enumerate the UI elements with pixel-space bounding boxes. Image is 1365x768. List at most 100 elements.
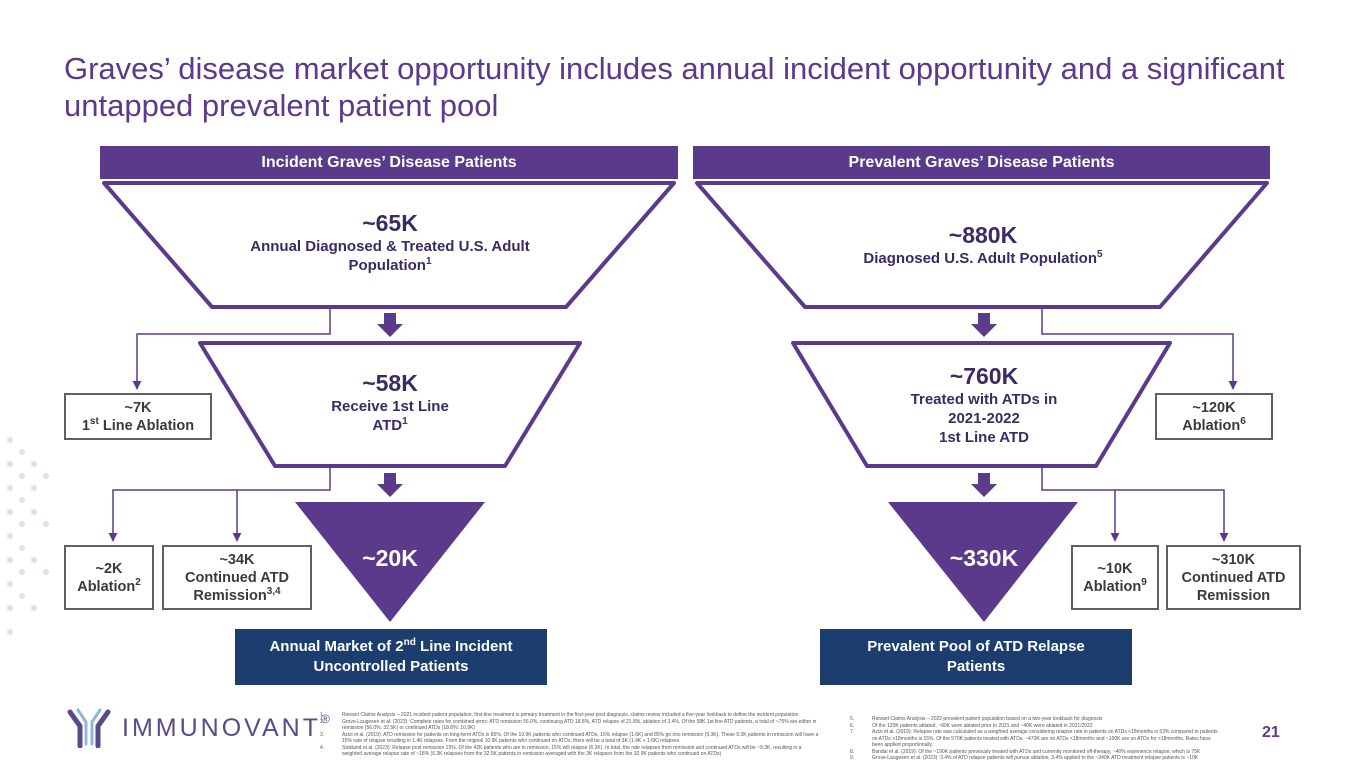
incident-connector-2k (108, 466, 331, 542)
incident-top-label: ~65K Annual Diagnosed & Treated U.S. Adu… (212, 210, 568, 275)
footnote-text: Azizi et al. (2019): Relapse rate was ca… (872, 729, 1218, 748)
footnote-item: 8. Bandai et al. (2019): Of the ~190K pat… (850, 749, 1220, 756)
prevalent-middle-text-2: 2021-2022 (948, 410, 1020, 427)
footnote-number: 6. (850, 722, 855, 729)
footnote-item: 3. Azizi et al. (2019): ATD remission for… (320, 732, 820, 745)
incident-middle-label: ~58K Receive 1st Line ATD1 (290, 370, 490, 435)
prevalent-bottom-funnel (888, 502, 1078, 622)
footnote-text: Grove-Laugesen et al. (2023): 3.4% of AT… (872, 755, 1199, 761)
incident-side2-sup: 2 (135, 576, 141, 588)
incident-side1-value: ~7K (124, 399, 152, 416)
incident-middle-sup: 1 (402, 416, 408, 427)
prevalent-side3-text: Continued ATD Remission (1181, 569, 1286, 604)
incident-side-box-ablation: ~7K 1st Line Ablation (64, 393, 212, 440)
footnote-number: 7. (850, 729, 855, 735)
prevalent-top-funnel (695, 181, 1269, 309)
footnote-text: Stokland et al. (2023): Relapse post rem… (342, 744, 802, 758)
prevalent-side1-sup: 6 (1240, 415, 1246, 427)
footnote-text: Roivant Claims Analysis – 2022 prevalent… (872, 716, 1103, 722)
prevalent-middle-label: ~760K Treated with ATDs in 2021-2022 1st… (864, 363, 1104, 447)
prevalent-middle-value: ~760K (949, 363, 1019, 389)
footnote-item: 9. Grove-Laugesen et al. (2023): 3.4% of … (850, 755, 1220, 762)
logo-registered-mark: ® (320, 712, 330, 726)
prevalent-side-box-10k: ~10K Ablation9 (1071, 545, 1159, 610)
incident-down-arrow-2 (377, 473, 403, 497)
incident-top-value: ~65K (362, 210, 418, 236)
incident-result-line2: Uncontrolled Patients (313, 658, 469, 675)
incident-top-sup: 1 (425, 256, 432, 267)
prevalent-middle-text-3: 1st Line ATD (938, 429, 1029, 446)
prevalent-side-box-310k: ~310K Continued ATD Remission (1166, 545, 1301, 610)
incident-result-pre: Annual Market of 2 (269, 638, 404, 655)
prevalent-connector-120k (1041, 307, 1238, 390)
footnote-text: Azizi et al. (2019): ATD remission for p… (342, 731, 819, 745)
page-title: Graves’ disease market opportunity inclu… (64, 51, 1285, 123)
prevalent-down-arrow-2 (971, 473, 997, 497)
antibody-logo-icon (67, 708, 111, 748)
incident-bottom-funnel (295, 502, 485, 622)
footnote-number: 3. (320, 731, 325, 738)
immunovant-logo: IMMUNOVANT ® (66, 708, 330, 748)
page-number: 21 (1262, 724, 1280, 741)
footnotes-left: 1. Roivant Claims Analysis – 2021 inciden… (320, 712, 820, 758)
prevalent-top-text: Diagnosed U.S. Adult Population (863, 250, 1098, 267)
footnote-text: Roivant Claims Analysis – 2021 incident … (342, 712, 799, 718)
incident-header-bar: Incident Graves’ Disease Patients (100, 146, 678, 179)
incident-down-arrow-1 (377, 313, 403, 337)
prevalent-side1-value: ~120K (1192, 399, 1236, 416)
prevalent-header-bar: Prevalent Graves’ Disease Patients (693, 146, 1270, 179)
incident-side-box-2k: ~2K Ablation2 (64, 545, 154, 610)
incident-result-sup: nd (403, 637, 416, 648)
incident-side2-value: ~2K (95, 560, 123, 577)
footnote-number: 4. (320, 744, 325, 751)
prevalent-side3-value: ~310K (1211, 551, 1256, 568)
incident-bottom-value: ~20K (362, 545, 418, 571)
prevalent-connector-10k (1041, 466, 1229, 542)
incident-side3-sup: 3,4 (266, 585, 281, 597)
footnote-number: 9. (850, 755, 855, 761)
incident-side1-post: Line Ablation (98, 417, 195, 434)
incident-side-box-34k: ~34K Continued ATD Remission3,4 (162, 545, 312, 610)
prevalent-side1-text: Ablation (1182, 417, 1241, 434)
incident-top-funnel (102, 181, 676, 309)
incident-side3-value: ~34K (219, 551, 255, 568)
incident-side1-sup: st (89, 415, 99, 427)
footnote-item: 1. Roivant Claims Analysis – 2021 inciden… (320, 712, 820, 719)
footnote-number: 2. (320, 718, 325, 725)
footnotes-right: 5. Roivant Claims Analysis – 2022 prevale… (850, 716, 1220, 762)
prevalent-top-sup: 5 (1097, 249, 1103, 260)
incident-result-box: Annual Market of 2nd Line Incident Uncon… (235, 629, 547, 685)
footnote-number: 8. (850, 748, 855, 755)
footnote-text: Of the 120K patients ablated, ~80K were … (872, 722, 1093, 729)
prevalent-down-arrow-1 (971, 313, 997, 337)
incident-connector-ablation (132, 307, 331, 390)
footnote-item: 5. Roivant Claims Analysis – 2022 prevale… (850, 716, 1220, 723)
footnote-number: 5. (850, 716, 855, 722)
footnote-item: 2. Grove-Laugesen et al. (2023): Complete… (320, 719, 820, 732)
footnote-item: 7. Azizi et al. (2019): Relapse rate was … (850, 729, 1220, 749)
incident-top-text: Annual Diagnosed & Treated U.S. Adult Po… (250, 238, 530, 274)
footnote-item: 4. Stokland et al. (2023): Relapse post r… (320, 745, 820, 758)
prevalent-top-value: ~880K (948, 222, 1018, 248)
prevalent-side2-value: ~10K (1097, 560, 1133, 577)
incident-side1-pre: 1 (81, 417, 90, 434)
prevalent-middle-text-1: Treated with ATDs in (910, 391, 1058, 408)
prevalent-result-line1: Prevalent Pool of ATD Relapse (867, 638, 1085, 655)
prevalent-bottom-value: ~330K (949, 545, 1019, 571)
incident-middle-text: Receive 1st Line ATD (331, 398, 449, 434)
logo-wordmark: IMMUNOVANT (122, 713, 321, 742)
prevalent-side2-text: Ablation (1083, 578, 1142, 595)
footnote-item: 6. Of the 120K patients ablated, ~80K wer… (850, 723, 1220, 730)
incident-result-post: Line Incident (415, 638, 513, 655)
incident-side3-text: Continued ATD Remission (185, 569, 289, 604)
prevalent-result-box: Prevalent Pool of ATD Relapse Patients (820, 629, 1132, 685)
incident-middle-value: ~58K (362, 370, 418, 396)
incident-middle-funnel (198, 341, 582, 468)
footnote-number: 1. (320, 712, 325, 718)
footnote-text: Bandai et al. (2019): Of the ~190K patie… (872, 748, 1201, 755)
prevalent-top-label: ~880K Diagnosed U.S. Adult Population5 (805, 222, 1161, 268)
prevalent-middle-funnel (791, 341, 1172, 468)
decorative-dots (7, 437, 49, 635)
prevalent-side2-sup: 9 (1141, 576, 1147, 588)
